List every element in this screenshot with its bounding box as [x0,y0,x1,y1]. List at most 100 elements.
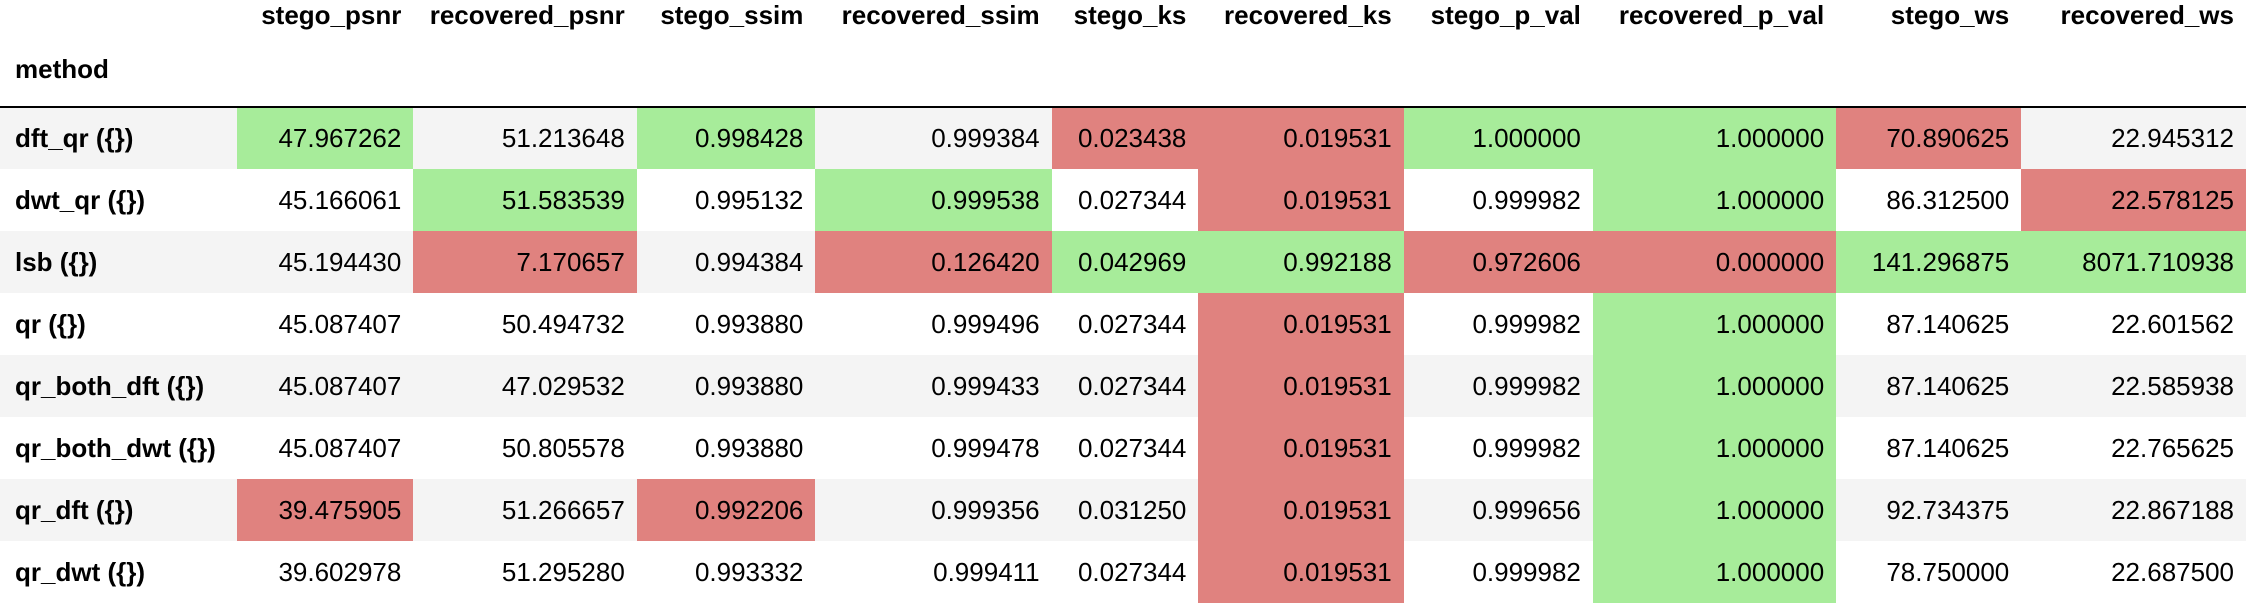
cell-stego-p-val: 0.999982 [1403,355,1593,417]
cell-recovered-ssim: 0.126420 [815,231,1052,293]
column-header-stego-ks: stego_ks [1073,0,1187,30]
cell-stego-ks: 0.042969 [1051,231,1199,293]
table-row: qr_dwt ({}) 39.602978 51.295280 0.993332 0.9… [0,541,2246,603]
cell-stego-ssim: 0.993880 [636,417,816,479]
cell-stego-p-val: 0.999982 [1403,169,1593,231]
index-row-blank [1592,32,1837,108]
column-header-recovered-ws: recovered_ws [2060,0,2234,30]
cell-stego-ks: 0.027344 [1051,355,1199,417]
cell-stego-ssim: 0.993332 [636,541,816,603]
column-header-recovered-ssim: recovered_ssim [841,0,1040,30]
cell-recovered-ks: 0.019531 [1198,479,1404,541]
cell-recovered-ws: 22.578125 [2021,169,2246,231]
cell-recovered-ssim: 0.999411 [815,541,1052,603]
cell-stego-p-val: 0.972606 [1403,231,1593,293]
cell-stego-ws: 87.140625 [1836,293,2022,355]
cell-stego-psnr: 47.967262 [236,107,414,169]
cell-recovered-ssim: 0.999384 [815,107,1052,169]
cell-stego-ks: 0.027344 [1051,417,1199,479]
table-row: lsb ({}) 45.194430 7.170657 0.994384 0.12642… [0,231,2246,293]
column-header-stego-ssim: stego_ssim [660,0,804,30]
cell-recovered-ks: 0.019531 [1198,169,1404,231]
cell-stego-ks: 0.023438 [1051,107,1199,169]
cell-stego-psnr: 39.475905 [236,479,414,541]
cell-recovered-ks: 0.992188 [1198,231,1404,293]
cell-recovered-psnr: 50.494732 [413,293,637,355]
cell-stego-ws: 141.296875 [1836,231,2022,293]
header-corner [0,0,237,32]
row-label-method: qr_both_dft ({}) [0,355,237,417]
column-header-row: stego_psnr recovered_psnr stego_ssim rec… [0,0,2246,32]
cell-recovered-psnr: 51.213648 [413,107,637,169]
cell-stego-p-val: 0.999982 [1403,541,1593,603]
column-header-recovered-psnr: recovered_psnr [429,0,625,30]
index-row-blank [413,32,637,108]
cell-stego-psnr: 45.166061 [236,169,414,231]
cell-stego-psnr: 45.194430 [236,231,414,293]
cell-stego-ks: 0.027344 [1051,541,1199,603]
cell-stego-psnr: 45.087407 [236,417,414,479]
cell-recovered-ws: 22.585938 [2021,355,2246,417]
cell-stego-ssim: 0.995132 [636,169,816,231]
cell-recovered-ssim: 0.999538 [815,169,1052,231]
table-body: dft_qr ({}) 47.967262 51.213648 0.998428 0.9… [0,107,2246,603]
cell-stego-p-val: 0.999656 [1403,479,1593,541]
cell-recovered-p-val: 1.000000 [1592,541,1837,603]
cell-recovered-p-val: 0.000000 [1592,231,1837,293]
cell-recovered-p-val: 1.000000 [1592,169,1837,231]
cell-recovered-p-val: 1.000000 [1592,107,1837,169]
cell-stego-ws: 78.750000 [1836,541,2022,603]
row-label-method: qr_both_dwt ({}) [0,417,237,479]
cell-stego-p-val: 0.999982 [1403,293,1593,355]
cell-recovered-p-val: 1.000000 [1592,479,1837,541]
column-header-recovered-ks: recovered_ks [1224,0,1392,30]
row-label-method: qr ({}) [0,293,237,355]
cell-recovered-ks: 0.019531 [1198,541,1404,603]
cell-recovered-p-val: 1.000000 [1592,355,1837,417]
table-row: dwt_qr ({}) 45.166061 51.583539 0.995132 0.9… [0,169,2246,231]
index-row-blank [636,32,816,108]
cell-stego-ws: 70.890625 [1836,107,2022,169]
cell-stego-ws: 87.140625 [1836,417,2022,479]
cell-recovered-ssim: 0.999433 [815,355,1052,417]
cell-stego-ws: 92.734375 [1836,479,2022,541]
index-row-blank [236,32,414,108]
row-label-method: lsb ({}) [0,231,237,293]
cell-recovered-ssim: 0.999478 [815,417,1052,479]
cell-recovered-psnr: 7.170657 [413,231,637,293]
row-label-method: qr_dft ({}) [0,479,237,541]
column-header-recovered-p-val: recovered_p_val [1618,0,1825,30]
row-label-method: dft_qr ({}) [0,107,237,169]
index-row-blank [1403,32,1593,108]
cell-stego-ssim: 0.994384 [636,231,816,293]
cell-stego-psnr: 39.602978 [236,541,414,603]
cell-recovered-psnr: 50.805578 [413,417,637,479]
cell-recovered-ks: 0.019531 [1198,293,1404,355]
cell-recovered-ws: 22.687500 [2021,541,2246,603]
cell-recovered-ssim: 0.999356 [815,479,1052,541]
cell-recovered-ssim: 0.999496 [815,293,1052,355]
cell-recovered-ks: 0.019531 [1198,107,1404,169]
index-name-label: method [0,32,237,108]
column-header-stego-psnr: stego_psnr [261,0,402,30]
table-row: qr_both_dft ({}) 45.087407 47.029532 0.9938… [0,355,2246,417]
index-row-blank [1836,32,2022,108]
cell-recovered-ws: 22.945312 [2021,107,2246,169]
cell-recovered-psnr: 51.295280 [413,541,637,603]
cell-recovered-psnr: 51.266657 [413,479,637,541]
table-row: qr_dft ({}) 39.475905 51.266657 0.992206 0.9… [0,479,2246,541]
cell-recovered-ws: 8071.710938 [2021,231,2246,293]
index-row-blank [1051,32,1199,108]
table-header: stego_psnr recovered_psnr stego_ssim rec… [0,0,2246,108]
row-label-method: qr_dwt ({}) [0,541,237,603]
cell-stego-ks: 0.027344 [1051,293,1199,355]
cell-recovered-ws: 22.601562 [2021,293,2246,355]
cell-recovered-psnr: 51.583539 [413,169,637,231]
cell-stego-ssim: 0.993880 [636,293,816,355]
cell-stego-ks: 0.027344 [1051,169,1199,231]
row-label-method: dwt_qr ({}) [0,169,237,231]
cell-recovered-p-val: 1.000000 [1592,293,1837,355]
index-name-row: method [0,32,2246,108]
cell-recovered-ks: 0.019531 [1198,417,1404,479]
